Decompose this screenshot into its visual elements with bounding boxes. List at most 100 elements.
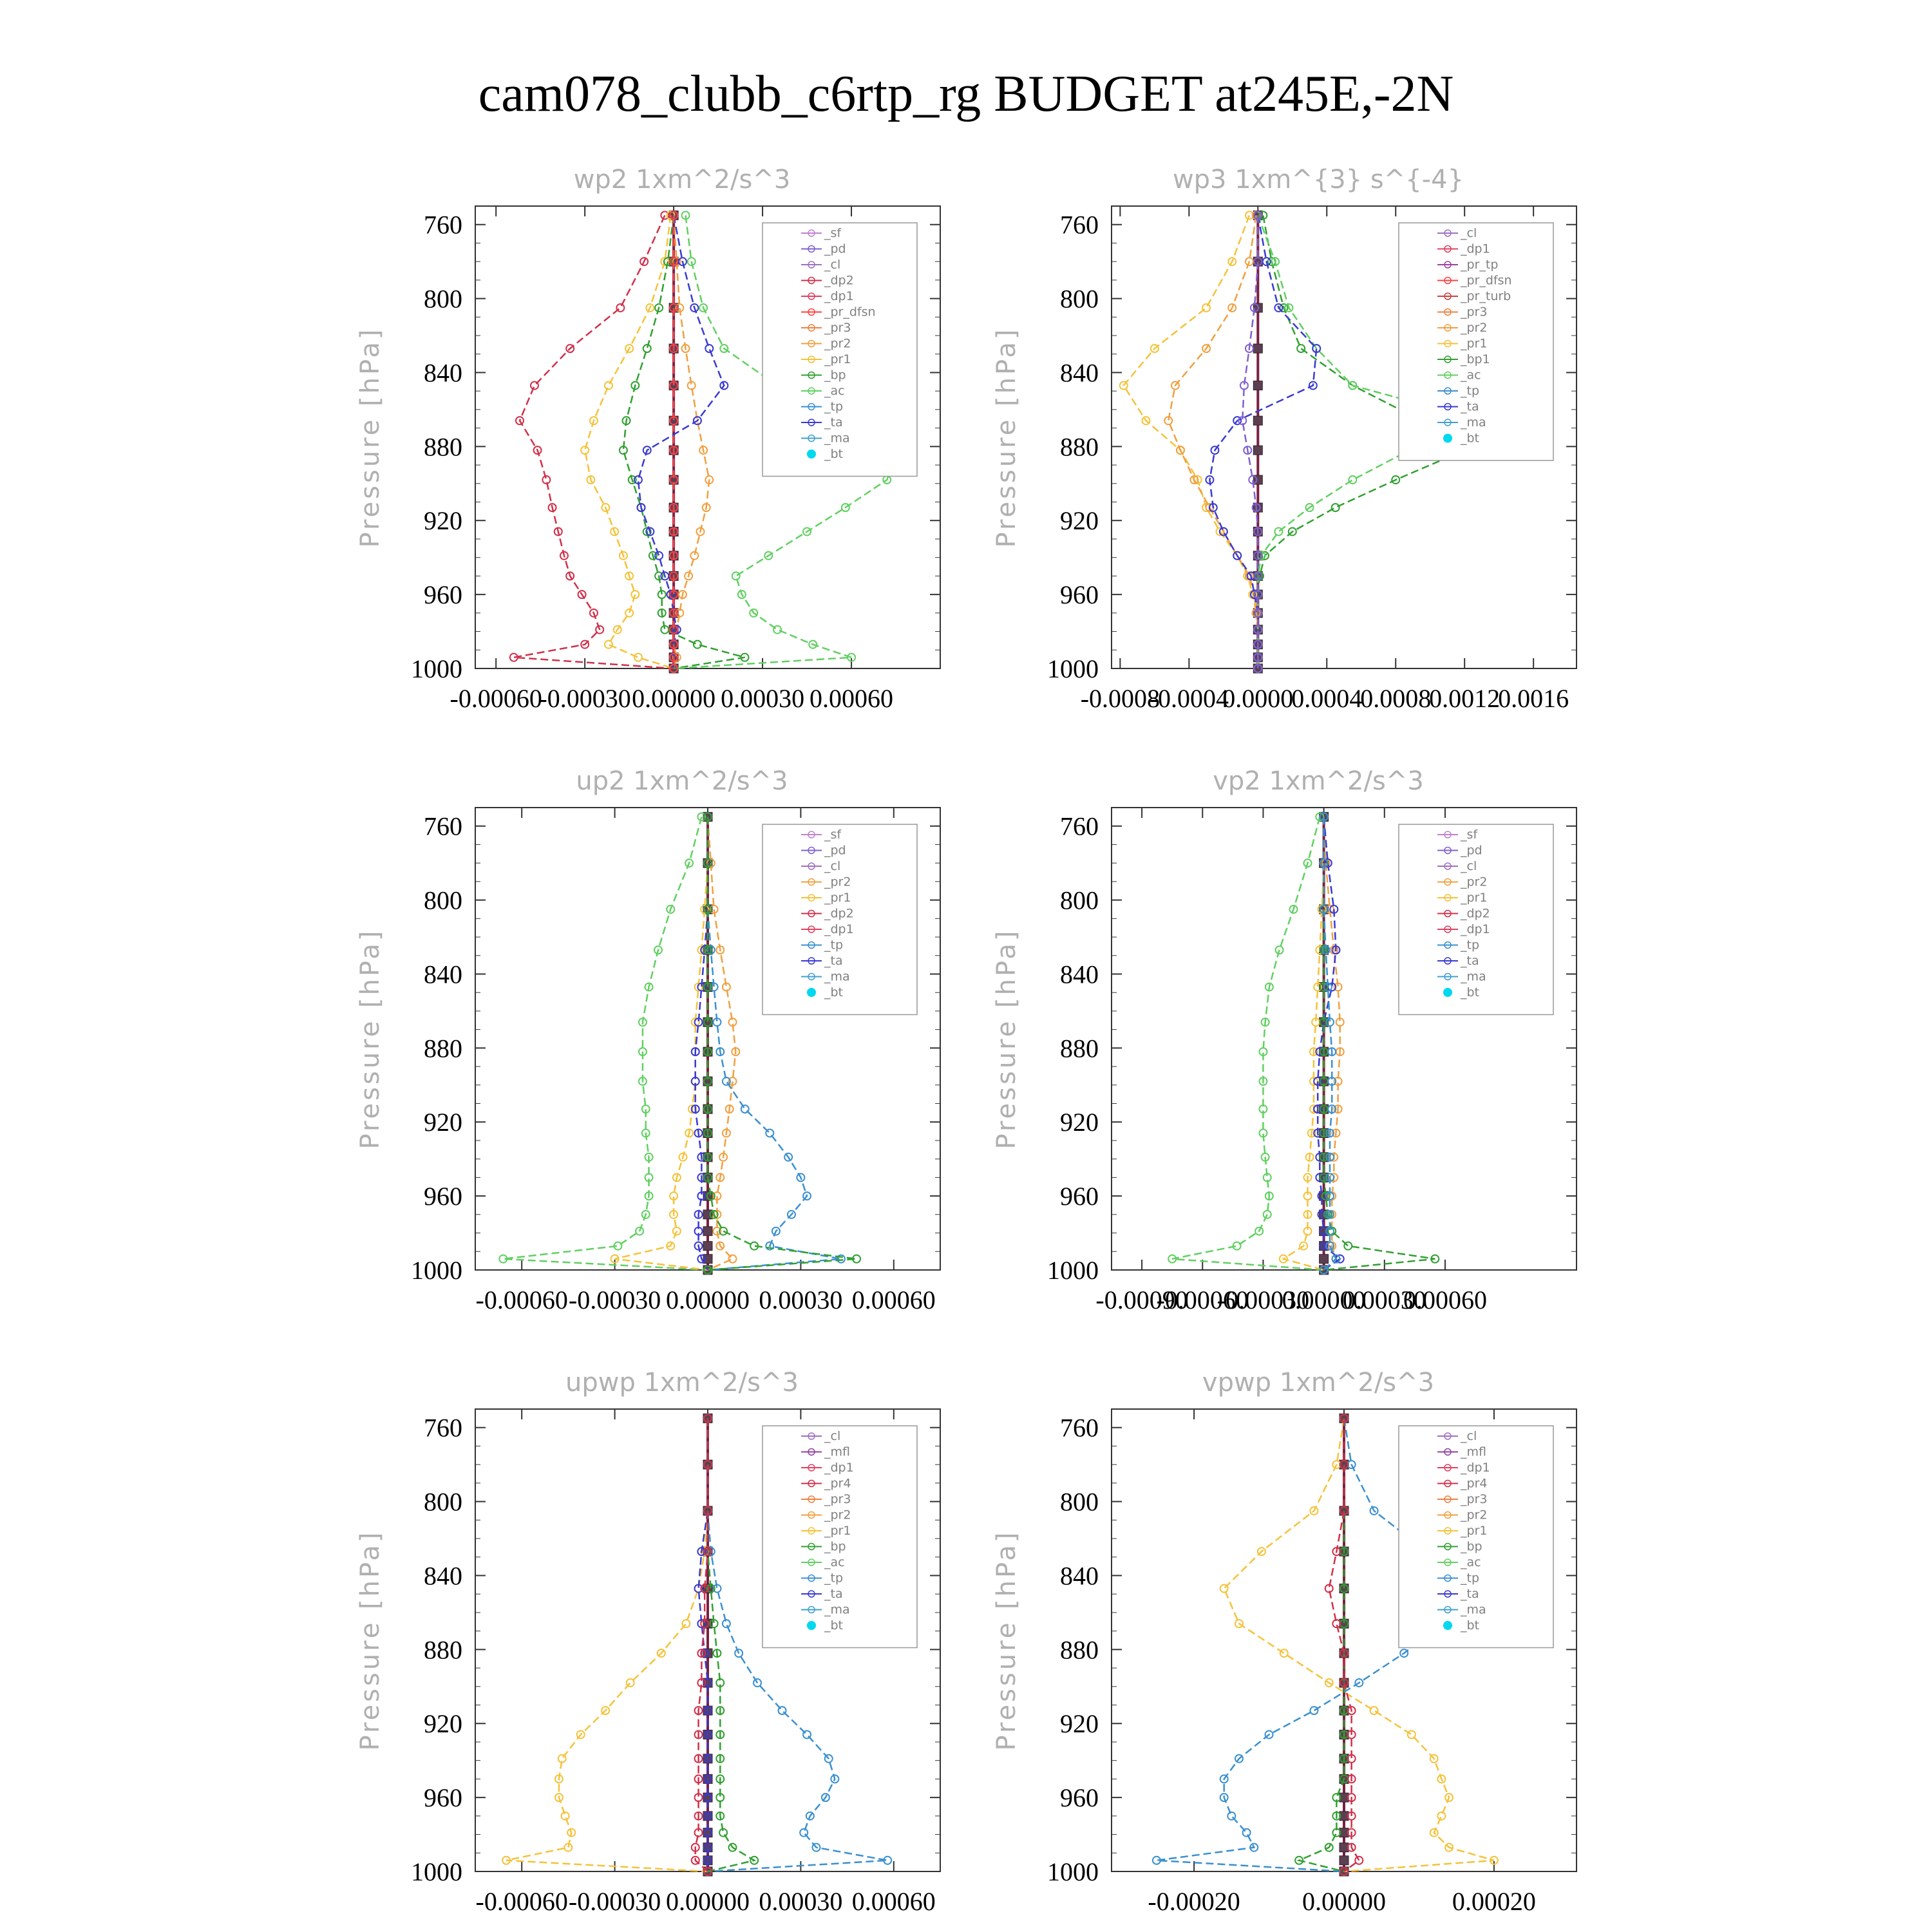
y-tick-label: 840 <box>1060 1561 1099 1590</box>
legend-marker <box>1444 355 1452 363</box>
y-tick-label: 960 <box>424 1182 462 1211</box>
data-point <box>1332 1547 1341 1557</box>
legend-marker <box>1444 1432 1452 1440</box>
legend-marker <box>808 862 815 870</box>
y-tick-label: 840 <box>424 1561 462 1590</box>
data-point <box>685 1128 694 1138</box>
data-point <box>715 1811 725 1821</box>
data-point <box>740 1104 750 1114</box>
legend-label: _cl <box>824 258 840 272</box>
legend-label: _pd <box>1460 844 1482 858</box>
legend-label: _ma <box>824 431 850 446</box>
legend-marker <box>808 229 815 237</box>
legend-box <box>1398 222 1554 461</box>
legend-label: _pr_dfsn <box>1460 274 1512 288</box>
panel-up2: up2 1xm^2/s^3 Pressure [hPa] 760 800 840 880 9… <box>355 766 941 1314</box>
x-tick-label: -0.00060 <box>450 684 542 713</box>
data-point <box>603 639 613 649</box>
data-point <box>1437 1774 1446 1784</box>
x-tick-label: -0.00030 <box>1217 1285 1309 1314</box>
data-point <box>802 1191 812 1201</box>
data-point <box>703 1730 712 1739</box>
data-point <box>699 446 708 455</box>
y-tick-label: 800 <box>1060 886 1099 915</box>
legend-marker <box>808 894 815 902</box>
data-point <box>1233 416 1242 426</box>
data-point <box>1258 1047 1268 1057</box>
legend-marker <box>808 1464 815 1472</box>
data-point <box>1313 982 1323 992</box>
legend-swatch <box>807 450 816 459</box>
panels-group: wp2 1xm^2/s^3 Pressure [hPa] 760 800 840 880 9… <box>355 165 1577 1916</box>
series-pr4 <box>690 1414 712 1876</box>
data-point <box>694 1730 703 1739</box>
data-point <box>669 344 679 354</box>
x-tick-label: 0.00000 <box>666 1285 750 1314</box>
data-point <box>1278 1254 1288 1264</box>
data-point <box>515 416 524 426</box>
data-point <box>577 590 587 600</box>
data-point <box>557 1754 567 1763</box>
x-tick-label: 0.0012 <box>1429 684 1500 713</box>
data-point <box>642 344 652 354</box>
data-point <box>703 1414 712 1423</box>
x-tick-label: -0.00090 <box>1095 1285 1188 1314</box>
x-tick-label: 0.00030 <box>721 684 804 713</box>
data-point <box>601 503 611 513</box>
legend-marker <box>1444 1605 1452 1614</box>
data-point <box>703 1128 712 1138</box>
legend-label: _pr_tp <box>1460 258 1498 272</box>
y-axis-label: Pressure [hPa] <box>355 929 385 1150</box>
data-point <box>580 639 590 649</box>
legend-marker <box>1444 419 1452 426</box>
legend-marker <box>808 1448 815 1456</box>
series-line <box>694 1418 709 1872</box>
data-point <box>1264 982 1274 992</box>
legend-marker <box>1444 245 1452 253</box>
legend-label: _pr2 <box>824 875 851 889</box>
series-bp <box>1294 1414 1349 1876</box>
data-point <box>672 652 681 662</box>
data-point <box>715 1706 725 1716</box>
data-point <box>1325 1226 1335 1236</box>
data-point <box>660 257 670 267</box>
data-point <box>703 1678 712 1688</box>
x-tick-label: 0.0000 <box>1222 684 1293 713</box>
data-point <box>694 1584 703 1593</box>
data-point <box>1260 1018 1270 1027</box>
legend-label: _tp <box>824 938 843 952</box>
y-tick-label: 800 <box>424 1488 462 1517</box>
data-point <box>1274 303 1283 312</box>
data-point <box>533 446 542 455</box>
data-point <box>1119 381 1128 390</box>
y-tick-label: 760 <box>424 1414 462 1443</box>
y-tick-label: 760 <box>424 812 462 841</box>
data-point <box>1262 257 1271 267</box>
legend-label: _dp2 <box>824 907 854 921</box>
y-tick-label: 880 <box>1060 1034 1099 1063</box>
data-point <box>576 1730 585 1739</box>
data-point <box>657 608 667 618</box>
data-point <box>1303 1173 1312 1182</box>
y-tick-label: 920 <box>1060 1709 1099 1738</box>
data-point <box>1369 1706 1379 1716</box>
legend-marker <box>1444 925 1452 933</box>
data-point <box>847 652 857 662</box>
series-line <box>583 215 674 670</box>
legend-label: _ma <box>824 1603 850 1617</box>
data-point <box>672 257 681 267</box>
data-point <box>1258 1077 1268 1086</box>
data-point <box>595 625 605 634</box>
legend-label: _bp <box>824 1540 846 1554</box>
data-point <box>712 1649 722 1658</box>
data-point <box>700 1584 710 1593</box>
data-point <box>618 551 628 560</box>
data-point <box>1227 303 1237 312</box>
x-tick-label: -0.00030 <box>538 684 630 713</box>
x-tick-label: -0.00020 <box>1148 1887 1240 1916</box>
data-point <box>1313 1077 1323 1086</box>
data-point <box>697 1254 706 1264</box>
series-dp1 <box>498 812 712 1274</box>
data-point <box>883 1855 893 1865</box>
x-tick-label: 0.00000 <box>666 1887 750 1916</box>
